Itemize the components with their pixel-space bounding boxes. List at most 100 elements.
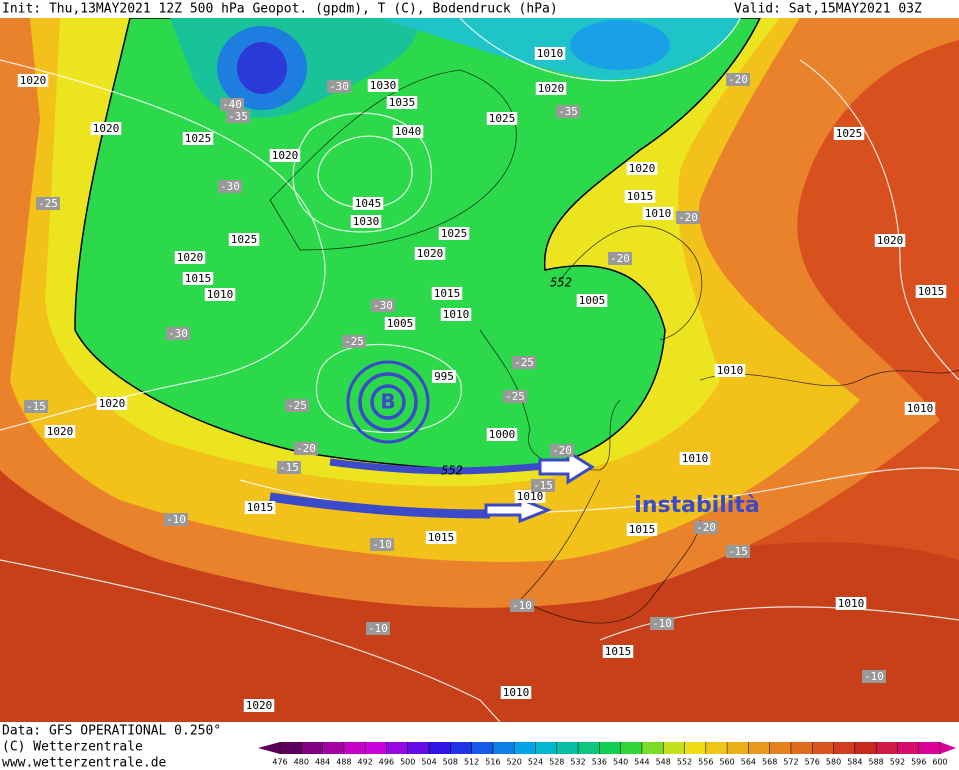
colorbar-tick-label: 524 (528, 758, 543, 767)
label-text: -20 (728, 73, 748, 86)
colorbar-cell (492, 742, 515, 754)
label: -25 (512, 356, 536, 369)
colorbar-cell (578, 742, 600, 754)
colorbar-tick-label: 528 (549, 758, 564, 767)
colorbar-cell (641, 742, 664, 754)
label-box (531, 479, 555, 492)
label-text: 1025 (489, 112, 516, 125)
label-text: -25 (344, 335, 364, 348)
label: -15 (24, 400, 48, 413)
header-left: Init: Thu,13MAY2021 12Z 500 hPa Geopot. … (2, 2, 558, 17)
colorbar-tick-label: 600 (932, 758, 947, 767)
colorbar-cell (876, 742, 898, 754)
label-box (486, 428, 518, 441)
label-text: 1005 (387, 317, 414, 330)
label-text: 1025 (231, 233, 258, 246)
label-box (24, 400, 48, 413)
colorbar-cell (790, 742, 813, 754)
label: 1020 (414, 247, 446, 260)
label-box (904, 402, 936, 415)
footer: Data: GFS OPERATIONAL 0.250° (C) Wetterz… (2, 724, 221, 770)
label-box (367, 79, 399, 92)
label-text: 1010 (645, 207, 672, 220)
label-box (679, 452, 711, 465)
label-box (576, 294, 608, 307)
map-dark-blue (237, 42, 287, 94)
label-text: 1035 (389, 96, 416, 109)
label-text: 1030 (353, 215, 380, 228)
flow-arrow-1 (329, 458, 546, 475)
label-text: 1005 (579, 294, 606, 307)
colorbar-cell (918, 742, 941, 754)
label-text: 1000 (489, 428, 516, 441)
label-text: -30 (329, 80, 349, 93)
label-box (503, 390, 527, 403)
label-text: 1040 (395, 125, 422, 138)
label-text: 1010 (682, 452, 709, 465)
colorbar-tick-label: 536 (592, 758, 607, 767)
colorbar-tick-label: 488 (336, 758, 351, 767)
header-right: Valid: Sat,15MAY2021 03Z (734, 2, 922, 17)
label: -15 (531, 479, 555, 492)
label-text: 1015 (605, 645, 632, 658)
label: -20 (294, 442, 318, 455)
label-box (166, 327, 190, 340)
label-box (835, 597, 867, 610)
label-box (174, 251, 206, 264)
label-box (608, 252, 632, 265)
colorbar-tick-label: 564 (741, 758, 756, 767)
label: 1010 (679, 452, 711, 465)
label-text: -20 (552, 444, 572, 457)
colorbar-cell (514, 742, 536, 754)
label-text: -20 (610, 252, 630, 265)
flow-arrow-2 (269, 492, 491, 519)
label: 1015 (624, 190, 656, 203)
label-box (694, 521, 718, 534)
label-box (244, 501, 276, 514)
label: 1020 (90, 122, 122, 135)
colorbar-cell (663, 742, 686, 754)
label-text: -10 (864, 670, 884, 683)
label-box (414, 247, 446, 260)
colorbar-tick-label: 552 (677, 758, 692, 767)
colorbar-cell (450, 742, 473, 754)
label-text: -15 (533, 479, 553, 492)
label-box (440, 308, 472, 321)
label: -30 (327, 80, 351, 93)
label-text: 1015 (434, 287, 461, 300)
colorbar-arrow-right (940, 742, 956, 754)
label-text: 1010 (443, 308, 470, 321)
label-text: 1020 (246, 699, 273, 712)
label: 1015 (602, 645, 634, 658)
label-text: -25 (38, 197, 58, 210)
colorbar-tick-label: 532 (570, 758, 585, 767)
label-box (220, 98, 244, 111)
label-text: 1015 (627, 190, 654, 203)
label: -35 (226, 110, 250, 123)
colorbar-tick-label: 580 (826, 758, 841, 767)
label-text: -10 (652, 617, 672, 630)
colorbar-tick-label: 504 (421, 758, 436, 767)
label: -15 (726, 545, 750, 558)
label-text: 995 (434, 370, 454, 383)
label: 1010 (714, 364, 746, 377)
colorbar-tick-label: 576 (805, 758, 820, 767)
label: -25 (342, 335, 366, 348)
label: 1030 (367, 79, 399, 92)
colorbar-cell (365, 742, 387, 754)
map: 1020 1020 1025 1020 1030 1035 1040 1045 1030 1025… (0, 18, 959, 722)
label-text: -20 (296, 442, 316, 455)
header: Init: Thu,13MAY2021 12Z 500 hPa Geopot. … (2, 2, 922, 17)
label-text: -10 (512, 599, 532, 612)
label-box (350, 215, 382, 228)
label-box (512, 356, 536, 369)
colorbar-tick-label: 508 (443, 758, 458, 767)
label-text: 1010 (503, 686, 530, 699)
label-text: 1020 (272, 149, 299, 162)
label-text: 1020 (877, 234, 904, 247)
colorbar-tick-label: 476 (272, 758, 287, 767)
label-box (714, 364, 746, 377)
label: 1025 (438, 227, 470, 240)
colorbar-tick-label: 560 (719, 758, 734, 767)
label: 1020 (535, 82, 567, 95)
